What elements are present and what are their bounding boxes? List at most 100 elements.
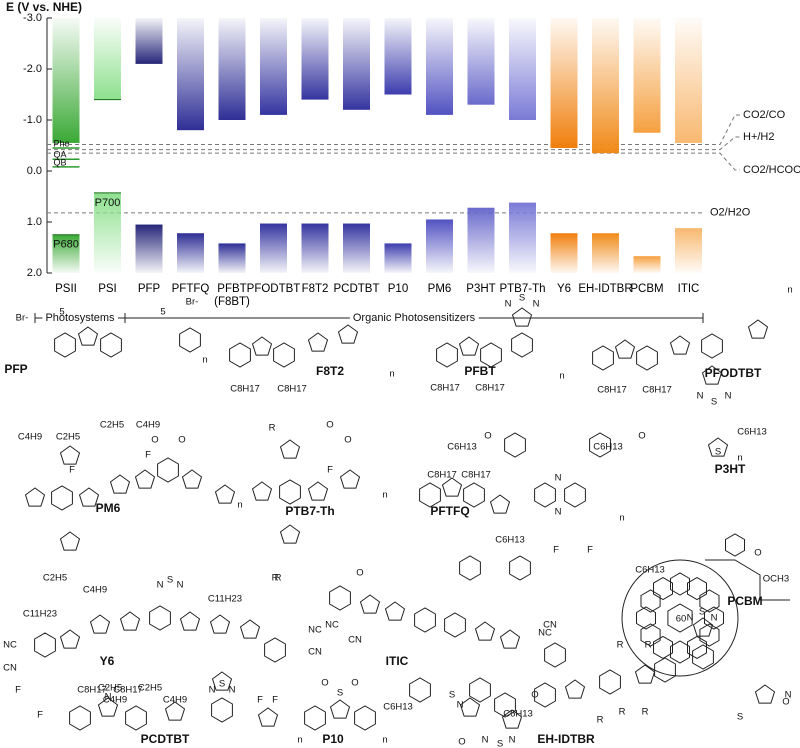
lumo-bar [592, 18, 619, 154]
reference-label: H+/H2 [743, 131, 775, 143]
x-tick-label: ITIC [677, 283, 700, 295]
structure-atom-label: R [275, 573, 282, 584]
structure-atom-label: N [697, 391, 704, 402]
structure-atom-label: 5 [160, 307, 165, 318]
homo-bar [218, 243, 246, 273]
structure-atom-label: C8H17 [597, 385, 627, 396]
structure-atom-label: O [638, 431, 645, 442]
structure-atom-label: O [458, 737, 465, 748]
ring [747, 319, 769, 339]
lumo-bar [218, 18, 246, 120]
structure-atom-label: N [785, 690, 792, 701]
structure-atom-label: O [321, 678, 328, 689]
ring [229, 342, 251, 368]
reference-label: CO2/CO [743, 109, 786, 121]
ring [339, 469, 361, 489]
ring [69, 705, 91, 731]
ring [692, 644, 714, 670]
structure-atom-label: N [457, 700, 464, 711]
structure-atom-label: C8H17 [77, 685, 107, 696]
ring [636, 345, 658, 371]
structure-name: ITIC [386, 654, 409, 668]
homo-bar [52, 234, 80, 273]
group-label: Photosystems [45, 312, 115, 324]
ring [109, 474, 131, 494]
x-tick-label: PTB7-Th [499, 283, 546, 295]
x-tick-label: PFP [137, 283, 161, 295]
ring [589, 432, 611, 458]
lumo-bar [52, 18, 80, 143]
structure-atom-label: C8H17 [461, 470, 491, 481]
ring [251, 481, 273, 501]
ring [51, 485, 73, 511]
y-axis-label: E (V vs. NHE) [6, 0, 82, 14]
ring [257, 707, 279, 727]
ring [164, 701, 186, 721]
structure-atom-label: C4H9 [83, 585, 107, 596]
structure-atom-label: C2H5 [98, 683, 122, 694]
ring [34, 632, 56, 658]
structure-atom-label: O [351, 678, 358, 689]
structure-name: Y6 [100, 654, 115, 668]
bar-label: P680 [53, 239, 79, 251]
ring [654, 657, 676, 683]
structure-atom-label: O [178, 435, 185, 446]
ring [329, 699, 351, 719]
homo-bar [633, 256, 661, 273]
ring [653, 635, 673, 659]
ring [599, 669, 621, 695]
structure-name: PCBM [727, 594, 762, 608]
lumo-bar [550, 18, 578, 149]
ring [687, 577, 707, 601]
lumo-bar [177, 18, 204, 131]
ring [704, 606, 724, 630]
ring [463, 482, 485, 508]
ring [419, 482, 441, 508]
ring [279, 524, 301, 544]
structure-name: PFP [4, 362, 27, 376]
structure-atom-label: N [555, 507, 562, 518]
ring [634, 664, 656, 684]
ring [59, 629, 81, 649]
ring [640, 623, 661, 647]
structure-name: PFODTBT [705, 366, 762, 380]
homo-bar [94, 192, 121, 273]
ring [489, 494, 511, 514]
group-label: Organic Photosensitizers [353, 312, 476, 324]
structure-name: EH-IDTBR [537, 732, 595, 746]
structure-atom-label: N [509, 735, 516, 746]
structure-atom-label: N [209, 685, 216, 696]
y-tick-label: 0.0 [27, 165, 42, 177]
ring [179, 327, 201, 353]
structure-atom-label: N [505, 299, 512, 310]
homo-bar [384, 243, 412, 273]
ring [307, 332, 329, 352]
ring [459, 697, 481, 717]
ring [701, 333, 723, 359]
lumo-bar [426, 18, 453, 115]
ring [279, 479, 301, 505]
ring [264, 637, 286, 663]
structure-atom-label: C8H17 [475, 383, 505, 394]
structure-atom-label: n [237, 500, 242, 511]
homo-bar [177, 233, 204, 273]
structure-atom-label: R [617, 640, 624, 651]
lumo-bar [343, 18, 370, 110]
y-tick-label: 1.0 [27, 216, 42, 228]
lumo-bar [675, 18, 702, 143]
structure-atom-label: N [555, 473, 562, 484]
ring [667, 603, 693, 633]
structure-atom-label: n [382, 490, 387, 501]
y-tick-label: 2.0 [27, 267, 42, 279]
ring [511, 332, 533, 358]
structure-atom-label: S [497, 739, 503, 748]
ring [354, 705, 376, 731]
lumo-bar [135, 18, 163, 64]
ring [699, 623, 720, 647]
reference-connector [705, 114, 740, 145]
structure-atom-label: S [699, 607, 705, 618]
ring [59, 531, 81, 551]
ring [504, 432, 526, 458]
structure-atom-label: C8H17 [642, 385, 672, 396]
structure-atom-label: n [787, 285, 792, 296]
